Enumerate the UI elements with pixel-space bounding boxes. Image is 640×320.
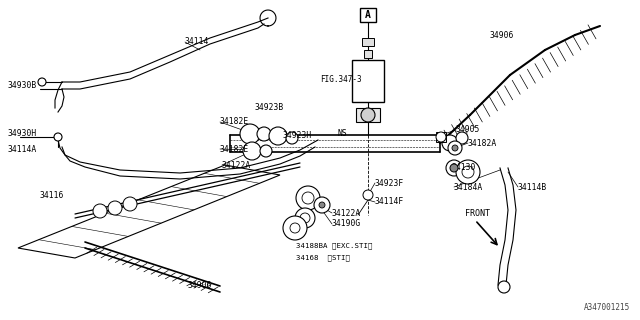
Text: 34112: 34112 (358, 113, 382, 122)
Text: 34182A: 34182A (468, 139, 497, 148)
Circle shape (93, 204, 107, 218)
Bar (356, 108, 380, 122)
Bar (436, 132, 446, 142)
Circle shape (456, 132, 468, 144)
Circle shape (450, 164, 458, 172)
Text: 34114F: 34114F (375, 197, 404, 206)
Circle shape (260, 145, 272, 157)
Polygon shape (18, 165, 280, 258)
Circle shape (290, 223, 300, 233)
Circle shape (243, 142, 261, 160)
Circle shape (448, 141, 462, 155)
Text: NS: NS (338, 129, 348, 138)
Bar (364, 50, 372, 58)
Circle shape (295, 208, 315, 228)
Text: 34182E: 34182E (220, 145, 249, 154)
Text: A347001215: A347001215 (584, 303, 630, 312)
Text: FIG.347-3: FIG.347-3 (320, 76, 362, 84)
Circle shape (123, 197, 137, 211)
Circle shape (296, 186, 320, 210)
Text: 34114: 34114 (185, 37, 209, 46)
Circle shape (108, 201, 122, 215)
Text: 34923F: 34923F (375, 179, 404, 188)
Text: 34184A: 34184A (454, 182, 483, 191)
Circle shape (269, 127, 287, 145)
Text: 34906: 34906 (490, 31, 515, 41)
Circle shape (319, 202, 325, 208)
Circle shape (446, 160, 462, 176)
Circle shape (54, 133, 62, 141)
Circle shape (283, 216, 307, 240)
Circle shape (302, 192, 314, 204)
Bar (362, 38, 374, 46)
Circle shape (456, 160, 480, 184)
Circle shape (314, 197, 330, 213)
Text: 34182E: 34182E (220, 117, 249, 126)
Text: 34930B: 34930B (8, 81, 37, 90)
Circle shape (38, 78, 46, 86)
Text: 34122A: 34122A (222, 161, 252, 170)
Text: 34905: 34905 (456, 125, 481, 134)
Text: 34923H: 34923H (283, 131, 312, 140)
Circle shape (498, 281, 510, 293)
Bar (360, 8, 376, 22)
Circle shape (361, 108, 375, 122)
Circle shape (240, 124, 260, 144)
Text: 34116: 34116 (40, 190, 65, 199)
Circle shape (300, 213, 310, 223)
Text: 34190G: 34190G (332, 220, 361, 228)
Circle shape (452, 145, 458, 151)
Text: 34168  〈STI〉: 34168 〈STI〉 (296, 255, 350, 261)
Text: A: A (365, 10, 371, 20)
Text: 34188BA 〈EXC.STI〉: 34188BA 〈EXC.STI〉 (296, 243, 372, 249)
Text: 34906: 34906 (188, 281, 212, 290)
Text: 34114B: 34114B (518, 182, 547, 191)
Bar (352, 60, 384, 102)
Circle shape (363, 190, 373, 200)
Text: 34930H: 34930H (8, 129, 37, 138)
Text: FRONT: FRONT (465, 210, 490, 219)
Text: 34130: 34130 (452, 163, 476, 172)
Circle shape (436, 132, 446, 142)
Text: 34923B: 34923B (255, 103, 284, 113)
Text: 34122A: 34122A (332, 209, 361, 218)
Circle shape (286, 132, 298, 144)
Circle shape (462, 166, 474, 178)
Circle shape (442, 135, 458, 151)
Circle shape (257, 127, 271, 141)
Text: 34114A: 34114A (8, 146, 37, 155)
